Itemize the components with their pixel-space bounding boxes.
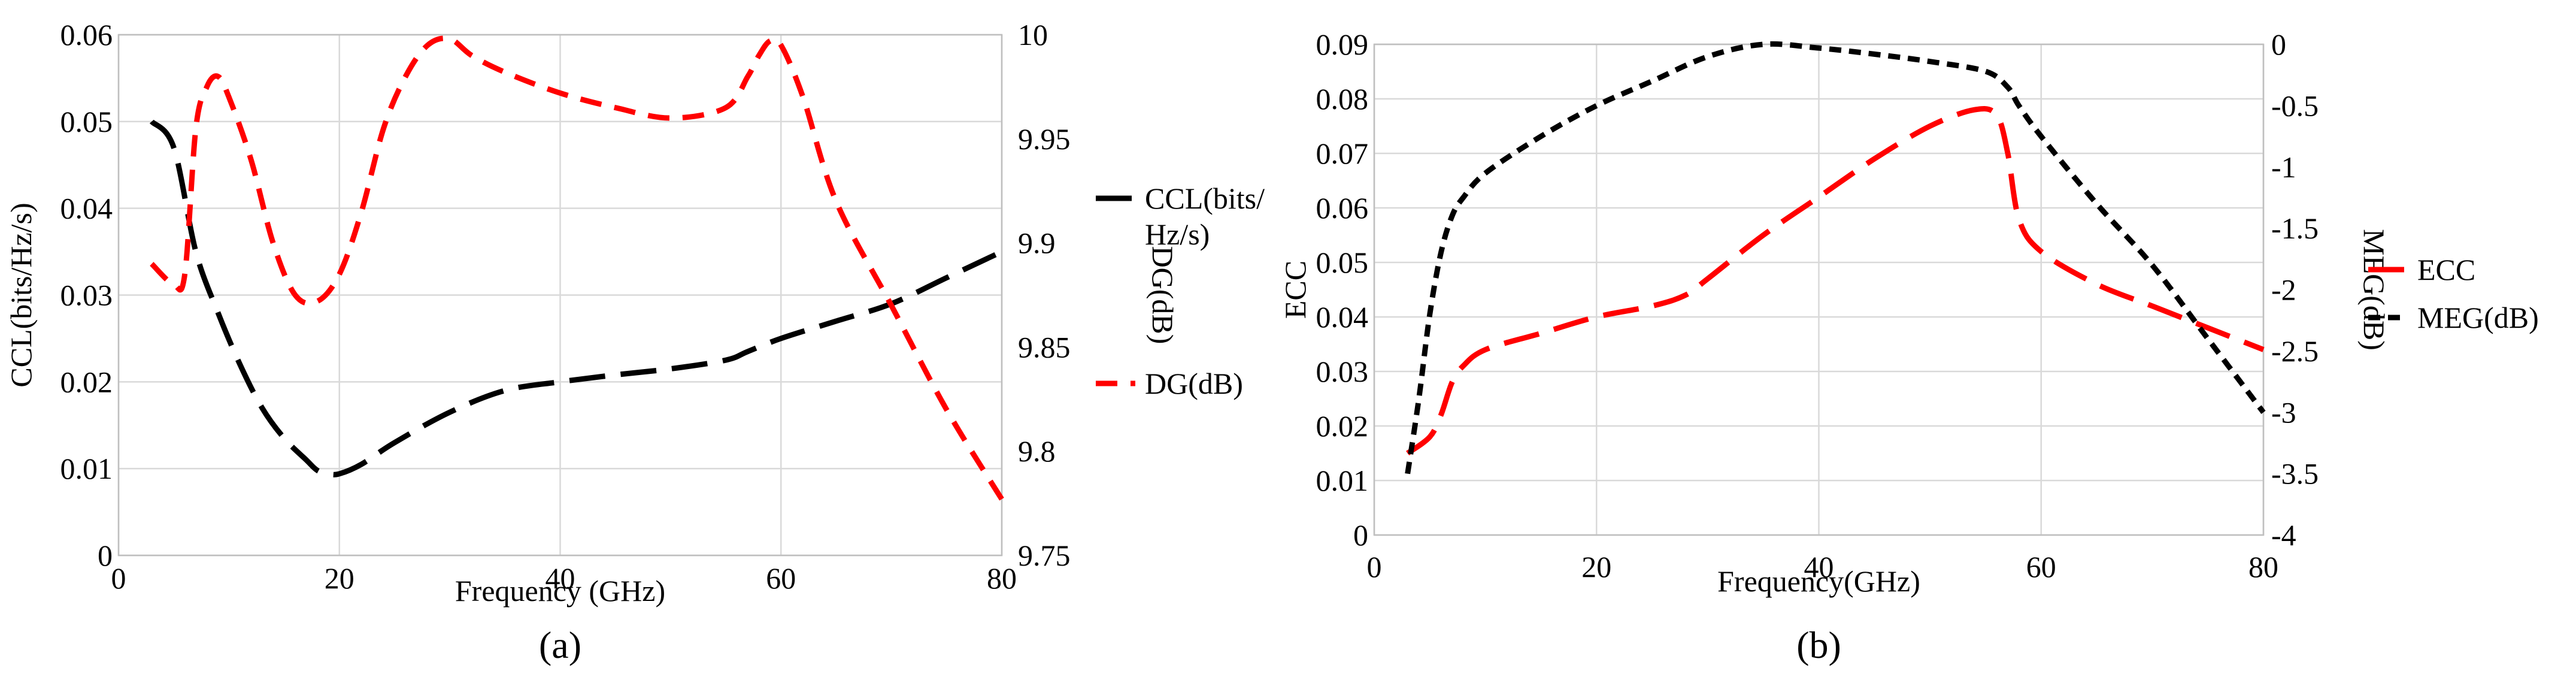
y2-axis-label: MEG(dB) xyxy=(2357,229,2391,350)
x-tick-label: 40 xyxy=(1804,550,1834,584)
y2-tick-label: 10 xyxy=(1018,18,1048,52)
x-tick-label: 80 xyxy=(987,561,1017,595)
legend-label-meg-db: MEG(dB) xyxy=(2417,301,2539,334)
y-tick-label: 0.06 xyxy=(60,18,113,52)
y-tick-label: 0.02 xyxy=(60,365,113,398)
series-line-dg-db xyxy=(150,35,1004,501)
y2-tick-label: 9.75 xyxy=(1018,539,1071,572)
plot-area xyxy=(1373,43,2265,536)
plot-area xyxy=(117,34,1003,557)
x-tick-label: 0 xyxy=(111,561,126,595)
y2-tick-label: -4 xyxy=(2271,518,2296,552)
x-tick-label: 0 xyxy=(1367,550,1382,584)
y-tick-label: 0.01 xyxy=(60,452,113,485)
legend-label-ecc: ECC xyxy=(2417,253,2475,286)
series-line-ccl-bits-hz-s xyxy=(149,119,1003,478)
y2-tick-label: -0.5 xyxy=(2271,89,2319,122)
panel-label: (b) xyxy=(1796,624,1841,666)
y2-tick-label: 0 xyxy=(2271,28,2286,61)
y2-axis-label: DG(dB) xyxy=(1146,246,1180,344)
y2-tick-label: 9.85 xyxy=(1018,330,1071,364)
x-axis-label: Frequency(GHz) xyxy=(1717,564,1920,598)
x-tick-label: 60 xyxy=(766,561,796,595)
y2-tick-label: -1 xyxy=(2271,150,2296,184)
y-tick-label: 0 xyxy=(98,539,113,572)
legend-label-dg-db: DG(dB) xyxy=(1145,367,1243,400)
y-tick-label: 0.04 xyxy=(1316,300,1369,334)
series-line-meg-db xyxy=(1405,41,2266,475)
x-tick-label: 20 xyxy=(1581,550,1611,584)
x-tick-label: 40 xyxy=(545,561,575,595)
y-tick-label: 0.02 xyxy=(1316,409,1369,443)
legend-label-ccl-bits-hz-s: CCL(bits/ xyxy=(1145,182,1265,215)
panel-label: (a) xyxy=(539,624,581,666)
y-tick-label: 0.07 xyxy=(1316,137,1369,170)
chart-panel-b: 0 0.01 0.02 0.03 0.04 0.05 0.06 0.07 0.08 0.09 -4 -… xyxy=(1278,28,2539,666)
series-line-ecc xyxy=(1406,106,2265,456)
y-tick-label: 0.01 xyxy=(1316,464,1369,497)
y-axis-label: CCL(bits/Hz/s) xyxy=(4,203,38,387)
x-tick-label: 80 xyxy=(2248,550,2278,584)
y2-tick-label: 9.95 xyxy=(1018,122,1071,156)
y2-tick-label: -3 xyxy=(2271,395,2296,429)
y-axis-label: ECC xyxy=(1278,261,1312,319)
y2-tick-label: -2 xyxy=(2271,273,2296,307)
y-tick-label: 0.09 xyxy=(1316,28,1369,61)
y-tick-label: 0.03 xyxy=(60,279,113,312)
y2-tick-label: -3.5 xyxy=(2271,457,2319,491)
chart-panel-a: 0 0.01 0.02 0.03 0.04 0.05 0.06 9.75 9.8 9.85 9.9 9… xyxy=(4,18,1265,666)
y-tick-label: 0 xyxy=(1353,518,1368,552)
y2-tick-label: 9.9 xyxy=(1018,226,1056,260)
y-tick-label: 0.04 xyxy=(60,192,113,225)
y-tick-label: 0.06 xyxy=(1316,191,1369,225)
x-tick-label: 20 xyxy=(325,561,354,595)
y-tick-label: 0.05 xyxy=(1316,246,1369,279)
y2-tick-label: -2.5 xyxy=(2271,334,2319,368)
y-tick-label: 0.05 xyxy=(60,105,113,138)
y-tick-label: 0.03 xyxy=(1316,355,1369,388)
x-tick-label: 60 xyxy=(2026,550,2056,584)
legend-label-ccl-bits-hz-s: Hz/s) xyxy=(1145,217,1210,251)
y2-tick-label: 9.8 xyxy=(1018,434,1056,468)
y-tick-label: 0.08 xyxy=(1316,82,1369,116)
y2-tick-label: -1.5 xyxy=(2271,211,2319,245)
x-axis-label: Frequency (GHz) xyxy=(455,574,665,608)
